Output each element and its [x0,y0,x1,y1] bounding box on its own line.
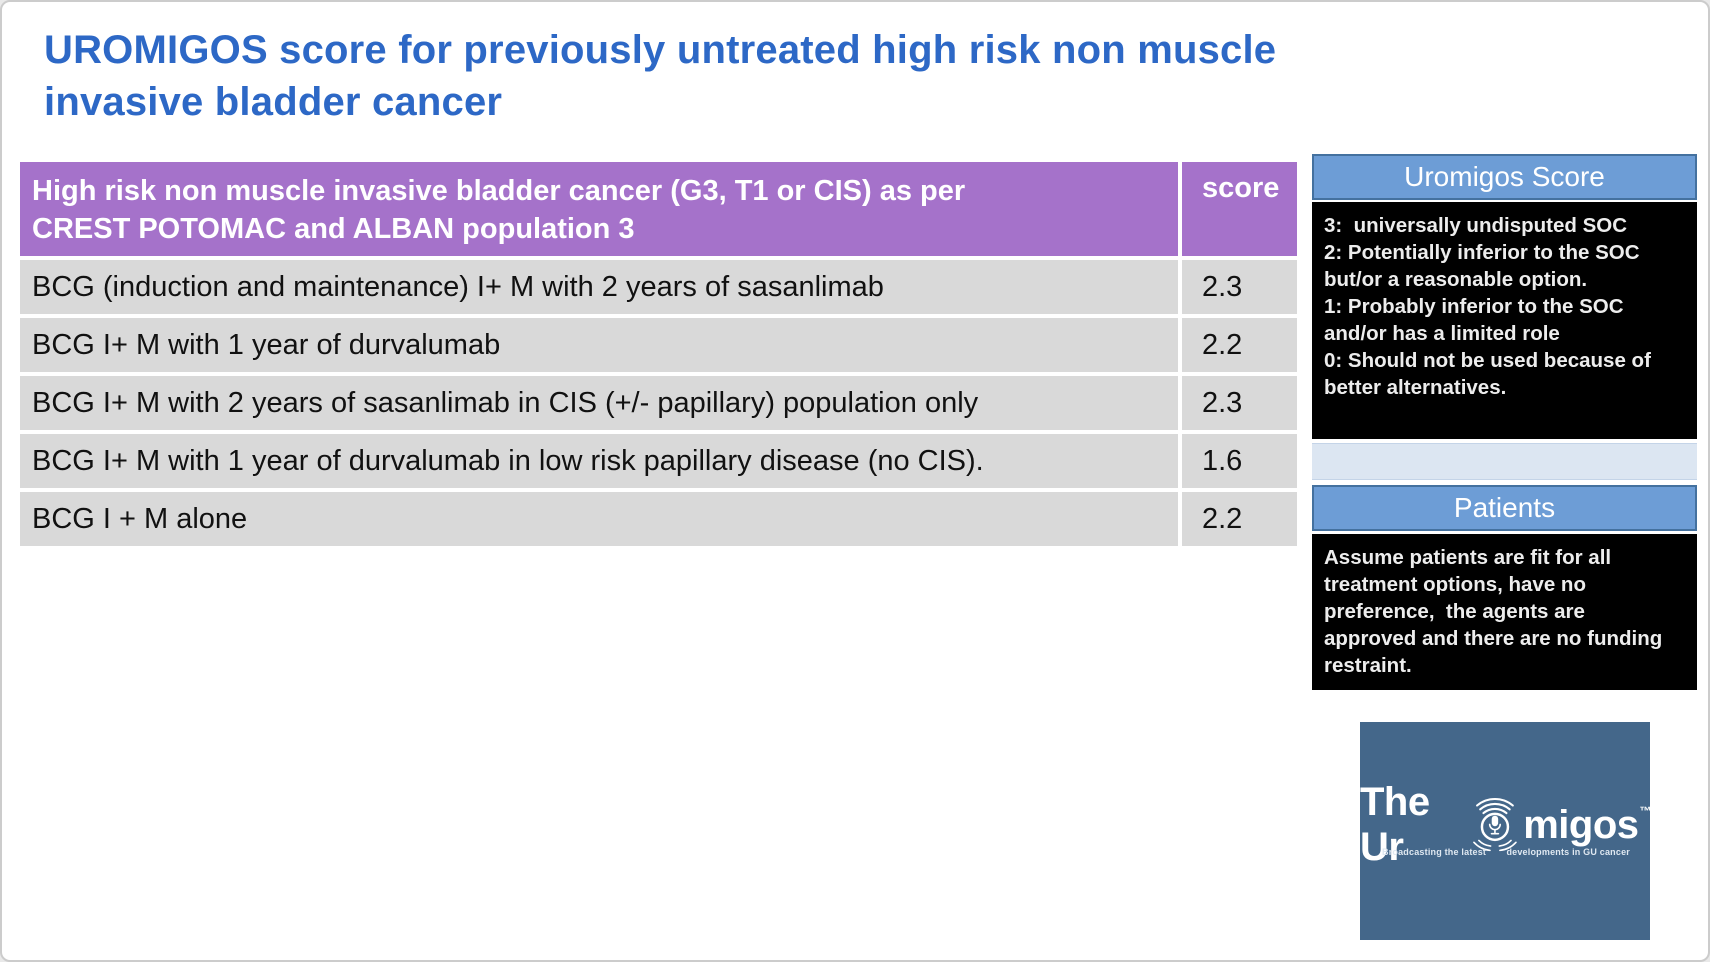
table-row: BCG I+ M with 2 years of sasanlimab in C… [20,376,1297,430]
score-cell: 2.2 [1182,492,1297,546]
score-definition-line: but/or a reasonable option. [1324,268,1588,291]
treatment-cell: BCG (induction and maintenance) I+ M wit… [20,260,1178,314]
score-definition-line: 1: Probably inferior to the SOC [1324,295,1624,318]
patients-panel-body: Assume patients are fit for all treatmen… [1312,534,1697,690]
patients-assumption-line: restraint. [1324,654,1412,677]
table-row: BCG I+ M with 1 year of durvalumab 2.2 [20,318,1297,372]
trademark-mark: ™ [1639,804,1652,818]
header-treatment-cell: High risk non muscle invasive bladder ca… [20,162,1178,256]
patients-assumption-line: preference, the agents are [1324,600,1585,623]
logo-text-suffix: migos [1523,802,1639,847]
slide-title: UROMIGOS score for previously untreated … [44,24,1276,128]
panel-spacer-band [1312,443,1697,480]
score-definition-line: 0: Should not be used because of [1324,349,1651,372]
treatment-cell: BCG I+ M with 1 year of durvalumab in lo… [20,434,1178,488]
score-cell: 1.6 [1182,434,1297,488]
table-row: BCG (induction and maintenance) I+ M wit… [20,260,1297,314]
header-score-cell: score [1182,162,1297,256]
score-panel-body: 3: universally undisputed SOC 2: Potenti… [1312,202,1697,439]
score-definition-line: 2: Potentially inferior to the SOC [1324,241,1640,264]
score-definition-line: better alternatives. [1324,376,1507,399]
score-panel-header: Uromigos Score [1312,154,1697,200]
logo-wordmark: The Ur [1360,780,1652,870]
microphone-body [1492,815,1499,827]
table-row: BCG I + M alone 2.2 [20,492,1297,546]
patients-assumption-line: treatment options, have no [1324,573,1586,596]
treatment-cell: BCG I+ M with 2 years of sasanlimab in C… [20,376,1178,430]
logo-tagline-right: developments in GU cancer [1506,847,1630,857]
uromigos-logo: The Ur [1360,722,1652,940]
microphone-broadcast-icon [1473,798,1518,852]
header-line1: High risk non muscle invasive bladder ca… [32,175,966,207]
slide-title-line1: UROMIGOS score for previously untreated … [44,28,1277,72]
score-definition-line: and/or has a limited role [1324,322,1560,345]
score-cell: 2.3 [1182,376,1297,430]
treatment-cell: BCG I+ M with 1 year of durvalumab [20,318,1178,372]
patients-assumption-line: Assume patients are fit for all [1324,546,1612,569]
treatment-cell: BCG I + M alone [20,492,1178,546]
table-header-row: High risk non muscle invasive bladder ca… [20,162,1297,256]
score-cell: 2.3 [1182,260,1297,314]
table-row: BCG I+ M with 1 year of durvalumab in lo… [20,434,1297,488]
logo-text-prefix: The Ur [1360,780,1430,869]
patients-assumption-line: approved and there are no funding [1324,627,1663,650]
scores-table: High risk non muscle invasive bladder ca… [20,162,1297,550]
header-line2: CREST POTOMAC and ALBAN population 3 [32,213,635,245]
logo-tagline-left: Broadcasting the latest [1382,847,1487,857]
patients-panel-header: Patients [1312,485,1697,531]
slide-title-line2: invasive bladder cancer [44,80,503,124]
score-cell: 2.2 [1182,318,1297,372]
score-definition-line: 3: universally undisputed SOC [1324,214,1628,237]
